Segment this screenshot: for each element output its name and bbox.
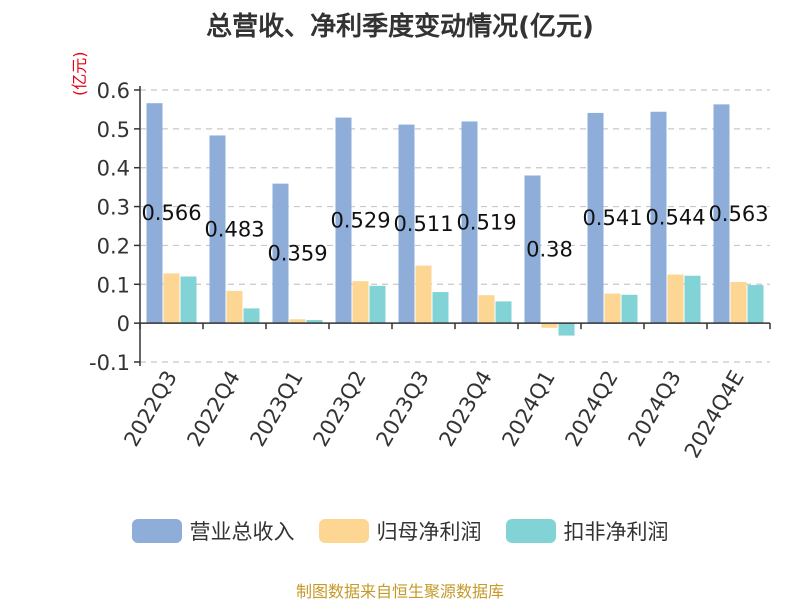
bar-series-2 [478, 295, 495, 324]
data-label: 0.511 [393, 212, 453, 236]
y-tick-label: 0.1 [97, 273, 130, 297]
x-category-label: 2023Q1 [245, 367, 307, 451]
y-tick-label: -0.1 [89, 351, 130, 375]
legend-swatch-revenue [131, 519, 182, 543]
bar-series-3 [180, 276, 197, 324]
x-category-label: 2024Q3 [623, 367, 685, 451]
bar-series-3 [621, 294, 638, 324]
data-label: 0.483 [204, 217, 264, 241]
y-tick-label: 0.3 [97, 196, 130, 220]
bar-series-3 [495, 301, 512, 324]
data-label: 0.38 [526, 237, 573, 261]
data-label: 0.359 [267, 241, 327, 265]
bar-series-1 [146, 103, 163, 324]
y-tick-label: 0.5 [97, 118, 130, 142]
bar-series-2 [667, 274, 684, 324]
chart-title: 总营收、净利季度变动情况(亿元) [206, 12, 594, 42]
bar-series-2 [163, 273, 180, 324]
data-label: 0.563 [708, 202, 768, 226]
x-category-label: 2024Q2 [560, 367, 622, 451]
legend-item-net-profit[interactable]: 归母净利润 [318, 516, 482, 546]
bar-series-1 [272, 183, 289, 324]
legend-swatch-net-profit [318, 519, 369, 543]
y-tick-label: 0.6 [97, 79, 130, 103]
data-source-note: 制图数据来自恒生聚源数据库 [295, 582, 504, 601]
legend-item-deducted-profit[interactable]: 扣非净利润 [505, 516, 669, 546]
bar-series-3 [747, 285, 764, 324]
bar-series-2 [226, 290, 243, 324]
bar-series-1 [650, 111, 667, 324]
data-label: 0.544 [645, 205, 705, 229]
data-label: 0.541 [582, 206, 642, 230]
y-tick-label: 0.4 [97, 157, 130, 181]
x-category-label: 2023Q4 [434, 367, 496, 451]
legend-item-revenue[interactable]: 营业总收入 [131, 516, 295, 546]
bar-series-1 [398, 124, 415, 324]
x-category-label: 2022Q3 [119, 367, 181, 451]
x-category-label: 2023Q2 [308, 367, 370, 451]
y-tick-label: 0.2 [97, 234, 130, 258]
bar-series-1 [461, 121, 478, 324]
x-category-label: 2023Q3 [371, 367, 433, 451]
bar-series-1 [209, 135, 226, 324]
bar-series-3 [432, 292, 449, 324]
bar-series-2 [541, 323, 558, 328]
bar-series-2 [415, 265, 432, 324]
bar-series-3 [558, 323, 575, 336]
bar-series-1 [335, 117, 352, 324]
legend-swatch-deducted-profit [505, 519, 556, 543]
chart-legend: 营业总收入 归母净利润 扣非净利润 [0, 516, 800, 546]
bar-series-1 [524, 175, 541, 324]
bar-series-2 [289, 319, 306, 324]
bar-series-3 [684, 275, 701, 324]
bar-series-3 [306, 320, 323, 324]
bar-series-3 [243, 308, 260, 324]
bar-series-2 [604, 293, 621, 324]
bar-series-2 [352, 281, 369, 324]
bar-series-1 [587, 112, 604, 324]
x-category-label: 2024Q1 [497, 367, 559, 451]
bar-series-1 [713, 104, 730, 324]
bar-series-3 [369, 285, 386, 324]
data-label: 0.519 [456, 210, 516, 234]
bar-series-2 [730, 281, 747, 324]
legend-label-net-profit: 归母净利润 [376, 520, 482, 544]
y-tick-label: 0 [117, 312, 130, 336]
data-label: 0.566 [141, 201, 201, 225]
data-label: 0.529 [330, 208, 390, 232]
legend-label-revenue: 营业总收入 [189, 520, 295, 544]
x-category-label: 2024Q4E [680, 367, 749, 463]
legend-label-deducted-profit: 扣非净利润 [563, 520, 669, 544]
x-category-label: 2022Q4 [182, 367, 244, 451]
